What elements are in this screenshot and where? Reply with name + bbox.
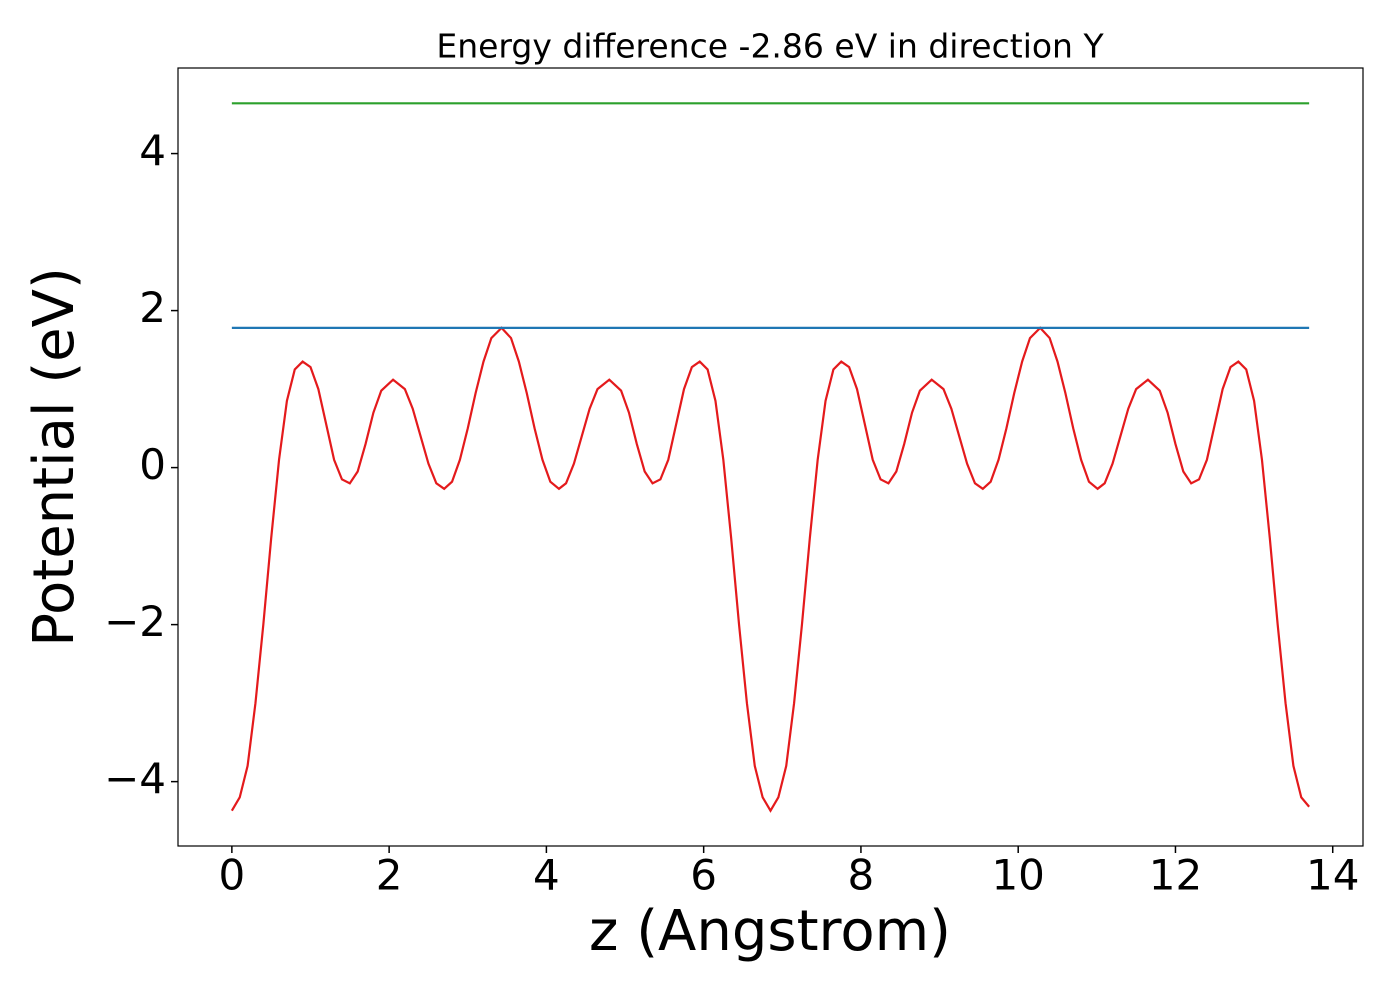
x-tick-label: 12	[1149, 851, 1202, 900]
x-tick-label: 14	[1306, 851, 1359, 900]
x-tick-label: 4	[533, 851, 560, 900]
y-tick-label: 2	[139, 283, 166, 332]
x-tick-label: 0	[218, 851, 245, 900]
x-tick-label: 6	[690, 851, 717, 900]
data-line	[230, 326, 1310, 813]
y-axis-label: Potential (eV)	[22, 267, 87, 647]
y-tick-label: −4	[104, 754, 166, 803]
y-tick-label: 4	[139, 126, 166, 175]
chart-title: Energy difference -2.86 eV in direction …	[436, 27, 1104, 66]
x-tick-label: 2	[376, 851, 403, 900]
x-axis-label: z (Angstrom)	[589, 899, 951, 964]
plot-frame	[177, 67, 1364, 847]
x-tick-label: 10	[991, 851, 1044, 900]
y-tick-label: −2	[104, 597, 166, 646]
x-tick-label: 8	[848, 851, 875, 900]
y-tick-label: 0	[139, 440, 166, 489]
